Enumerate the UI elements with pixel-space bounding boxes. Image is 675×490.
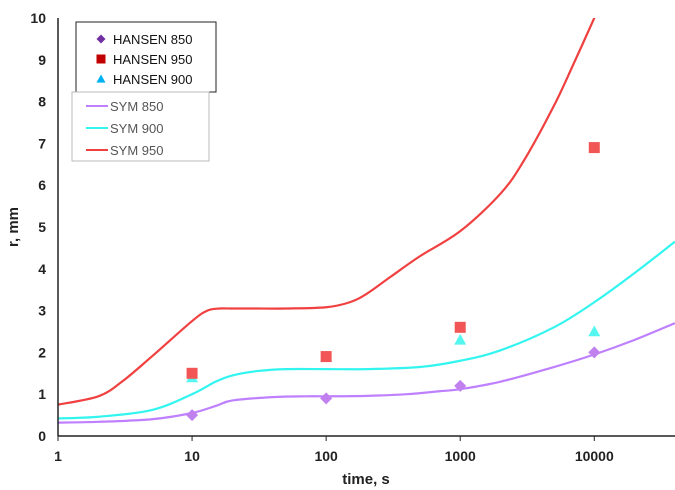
point-hansen-950 — [186, 367, 198, 379]
y-tick-label: 9 — [38, 52, 46, 68]
point-hansen-850 — [186, 409, 199, 422]
legend-label: HANSEN 900 — [113, 72, 192, 87]
legend-label: SYM 950 — [110, 143, 163, 158]
y-tick-label: 0 — [38, 428, 46, 444]
x-tick-label: 1 — [54, 448, 62, 464]
x-tick-label: 1000 — [445, 448, 476, 464]
legend-label: HANSEN 950 — [113, 52, 192, 67]
legend-marker-diamond — [96, 34, 106, 44]
y-tick-label: 3 — [38, 303, 46, 319]
legend-label: HANSEN 850 — [113, 32, 192, 47]
x-axis-title: time, s — [342, 471, 390, 488]
y-tick-label: 6 — [38, 177, 46, 193]
point-hansen-850 — [588, 346, 601, 359]
x-tick-label: 10 — [184, 448, 200, 464]
y-tick-label: 10 — [30, 10, 46, 26]
y-tick-label: 8 — [38, 94, 46, 110]
point-hansen-950 — [588, 142, 600, 154]
y-tick-label: 7 — [38, 135, 46, 151]
legend-label: SYM 850 — [110, 99, 163, 114]
series-line-sym-950 — [58, 18, 596, 406]
x-tick-label: 100 — [314, 448, 338, 464]
y-tick-label: 4 — [38, 261, 46, 277]
point-hansen-900 — [454, 333, 467, 345]
y-axis-title: r, mm — [5, 207, 22, 247]
legend-lines: SYM 850 SYM 900 SYM 950 — [71, 91, 210, 162]
point-hansen-950 — [320, 351, 332, 363]
point-hansen-850 — [454, 379, 467, 392]
y-tick-label: 1 — [38, 386, 46, 402]
legend-label: SYM 900 — [110, 121, 163, 136]
legend-marker-triangle — [96, 74, 106, 83]
legend-marker-square — [96, 54, 106, 64]
series-line-sym-900 — [58, 240, 675, 420]
plot-area — [58, 18, 675, 424]
axes — [57, 18, 675, 437]
legend-markers: HANSEN 850 HANSEN 950 HANSEN 900 — [75, 21, 217, 93]
y-tick-label: 5 — [38, 219, 46, 235]
x-tick-label: 10000 — [575, 448, 614, 464]
point-hansen-950 — [454, 321, 466, 333]
y-tick-label: 2 — [38, 344, 46, 360]
series-line-sym-850 — [58, 322, 675, 424]
point-hansen-900 — [588, 325, 601, 337]
point-hansen-850 — [320, 392, 333, 405]
